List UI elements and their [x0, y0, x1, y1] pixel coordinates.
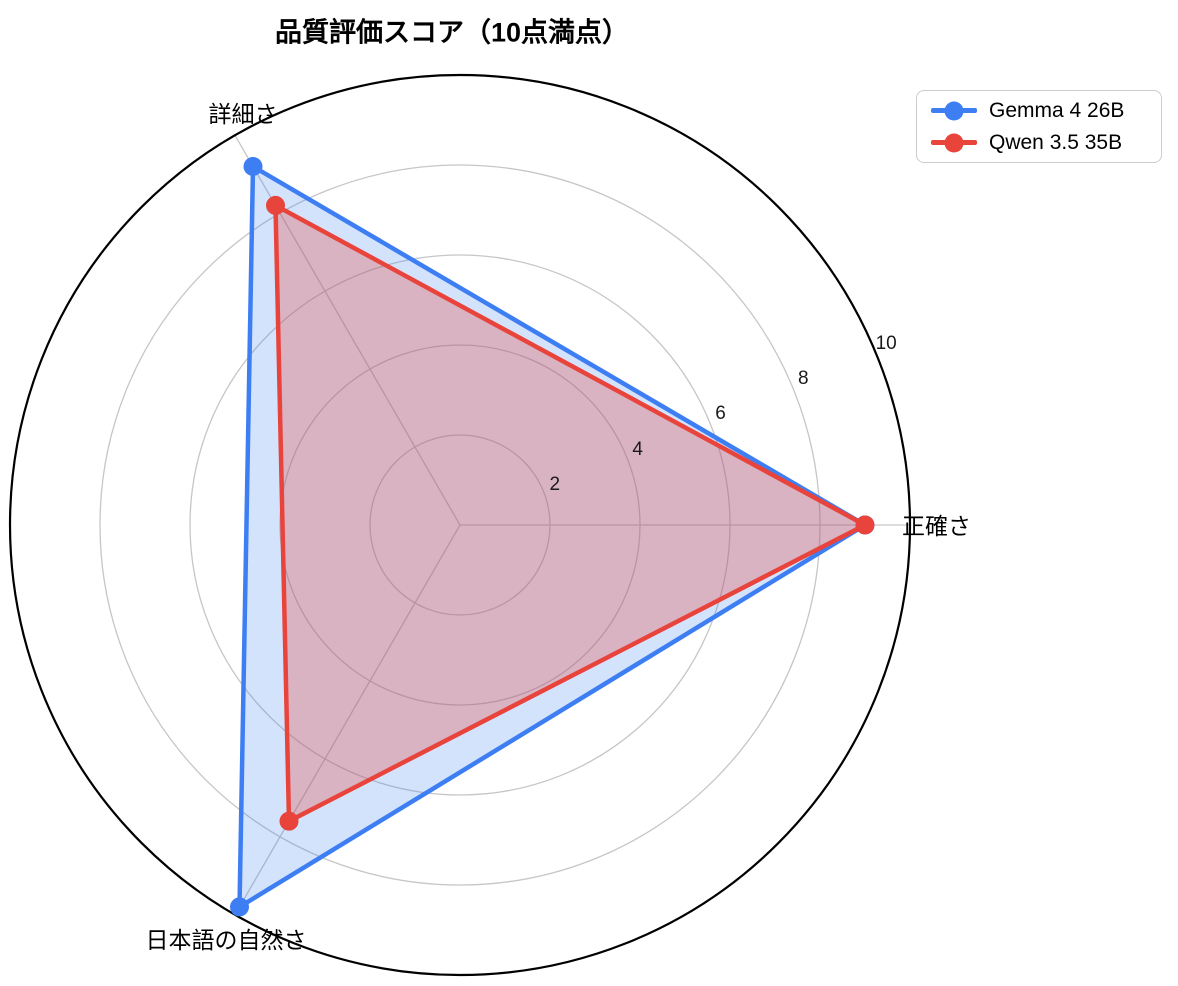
radial-tick-label: 4 [632, 438, 643, 460]
series-polygon [237, 162, 870, 911]
legend-item-qwen: Qwen 3.5 35B [931, 131, 1161, 155]
axis-label-accuracy: 正確さ [902, 513, 971, 539]
legend-label: Gemma 4 26B [989, 98, 1125, 122]
data-point [230, 897, 249, 917]
axis-spoke [234, 524, 461, 916]
legend-line-marker [931, 101, 977, 120]
radial-tick-label: 10 [875, 333, 897, 355]
axis-label-detail: 詳細さ [208, 101, 278, 127]
legend-item-gemma: Gemma 4 26B [931, 99, 1161, 123]
chart-title: 品質評価スコア（10点満点） [274, 17, 630, 48]
legend-dot-marker [944, 101, 964, 120]
legend-line-marker [931, 133, 977, 152]
data-point [243, 156, 263, 176]
data-point [266, 195, 285, 215]
data-point [855, 515, 875, 535]
legend: Gemma 4 26B Qwen 3.5 35B [916, 90, 1162, 163]
radial-tick-label: 6 [715, 403, 726, 425]
legend-dot-marker [944, 133, 964, 152]
outer-ring [8, 73, 912, 977]
legend-label: Qwen 3.5 35B [989, 130, 1123, 154]
data-point [279, 811, 299, 831]
series-polygon [273, 201, 870, 825]
radial-tick-label: 8 [798, 368, 809, 390]
radial-tick-label: 2 [549, 473, 561, 495]
axis-label-naturalness: 日本語の自然さ [145, 927, 307, 953]
